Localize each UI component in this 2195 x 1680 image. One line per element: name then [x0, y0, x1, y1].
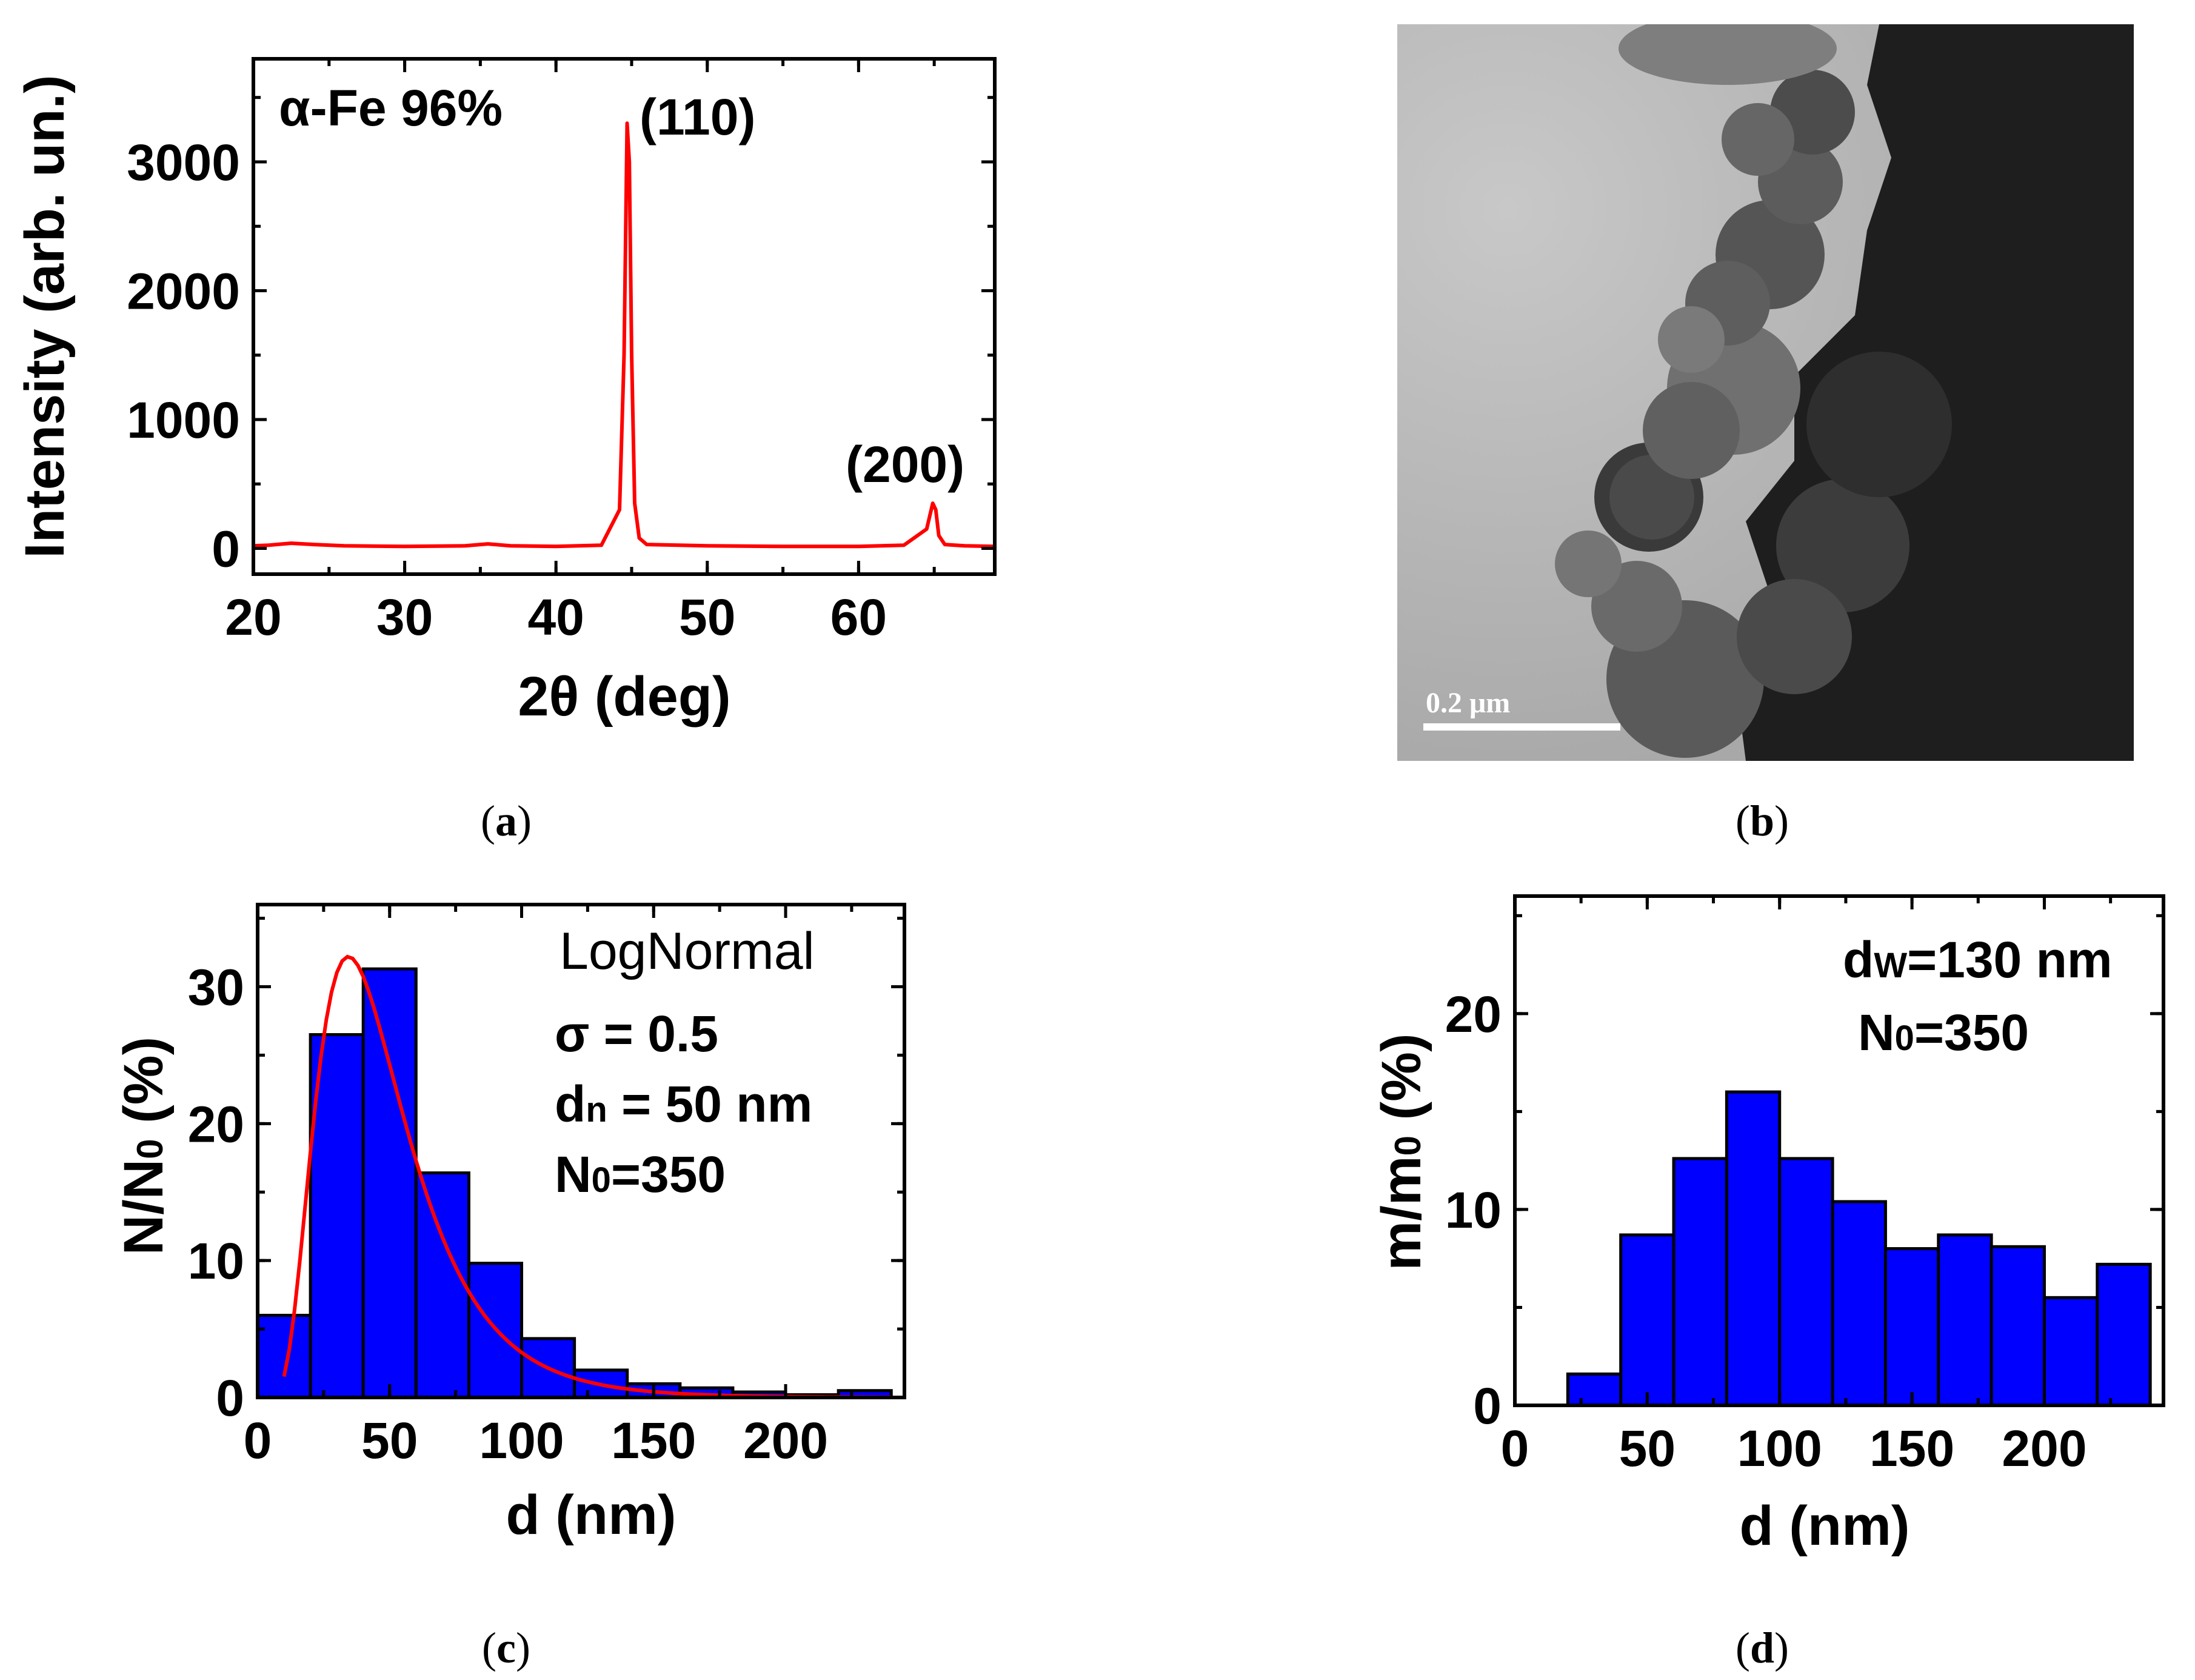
c-fit-name: LogNormal: [560, 922, 815, 980]
c-bar: [309, 1033, 365, 1399]
d-bar: [1672, 1157, 1728, 1407]
a-xtick-label: 40: [527, 589, 584, 646]
a-ytick-label: 1000: [127, 392, 240, 449]
d-xtick-label: 100: [1737, 1420, 1822, 1477]
tem-scale-label: 0.2 μm: [1426, 687, 1510, 719]
d-bar: [1725, 1090, 1782, 1407]
c-ytick-label: 30: [188, 959, 244, 1016]
d-bar: [1883, 1247, 1940, 1407]
caption-a: (a): [481, 797, 532, 845]
a-xtick-label: 50: [679, 589, 735, 646]
c-ytick-label: 20: [188, 1096, 244, 1153]
a-ytick-label: 2000: [127, 263, 240, 320]
c-xtick-label: 100: [479, 1412, 564, 1469]
c-plot-frame: [256, 903, 906, 1399]
panel-d-histogram: 0 50 100 150 200 0 10 20 dW=130 nm N0=350 d (nm…: [1371, 894, 2165, 1557]
c-ytick-label: 10: [188, 1233, 244, 1290]
d-ytick-label: 0: [1473, 1377, 1502, 1434]
tem-particles: [1555, 24, 2134, 761]
a-phase-label: α-Fe 96%: [279, 79, 503, 136]
tem-scale-bar: [1423, 723, 1620, 731]
a-xtick-label: 30: [376, 589, 433, 646]
a-xtick-label: 60: [830, 589, 887, 646]
caption-d: (d): [1736, 1624, 1789, 1672]
d-bar: [1566, 1372, 1623, 1407]
d-y-axis-label: m/m0 (%): [1371, 1033, 1432, 1270]
d-n0-label: N0=350: [1858, 1004, 2029, 1061]
a-ytick-label: 0: [212, 521, 240, 578]
d-bar: [1937, 1233, 1993, 1407]
a-x-axis-label: 2θ (deg): [518, 666, 730, 728]
c-sigma-label: σ = 0.5: [555, 1005, 718, 1062]
c-x-axis-label: d (nm): [506, 1484, 676, 1546]
c-xtick-label: 150: [611, 1412, 696, 1469]
d-dw-label: dW=130 nm: [1843, 931, 2113, 988]
d-bar: [1990, 1245, 2046, 1407]
caption-c: (c): [482, 1624, 530, 1672]
c-n0-label: N0=350: [555, 1146, 726, 1203]
a-xtick-label: 20: [225, 589, 281, 646]
a-plot-frame: [252, 57, 997, 576]
d-bar: [2096, 1262, 2152, 1407]
d-ytick-label: 10: [1445, 1182, 1502, 1239]
panel-c-histogram: 0 50 100 150 200 0 10 20 30 LogNormal σ = 0.5 dn…: [113, 903, 906, 1546]
d-plot-frame: [1513, 894, 2165, 1407]
c-bar: [414, 1171, 470, 1399]
d-xtick-label: 150: [1869, 1420, 1954, 1477]
caption-b: (b): [1736, 797, 1789, 845]
c-dn-label: dn = 50 nm: [555, 1076, 812, 1133]
a-y-axis-label: Intensity (arb. un.): [14, 75, 76, 558]
a-xrd-series-line: [253, 121, 995, 549]
a-peak-110-label: (110): [640, 89, 755, 146]
d-bar: [1778, 1157, 1834, 1407]
c-ytick-label: 0: [216, 1370, 244, 1427]
d-bar: [1831, 1200, 1887, 1407]
c-xtick-label: 200: [743, 1412, 828, 1469]
d-x-axis-label: d (nm): [1739, 1495, 1909, 1557]
c-bar: [256, 1314, 312, 1399]
d-ytick-label: 20: [1445, 986, 1502, 1043]
d-xtick-label: 0: [1501, 1420, 1529, 1477]
d-bar: [1619, 1233, 1675, 1407]
c-xtick-label: 0: [244, 1412, 272, 1469]
a-peak-200-label: (200): [846, 436, 964, 493]
c-bar: [361, 967, 418, 1399]
a-ytick-label: 3000: [127, 134, 240, 191]
d-xtick-label: 50: [1619, 1420, 1675, 1477]
panel-b-tem-image: 0.2 μm: [1397, 24, 2134, 761]
c-xtick-label: 50: [361, 1412, 418, 1469]
panel-a-xrd-chart: 20 30 40 50 60 0 1000 2000 3000 α-Fe 96% (110) (…: [14, 57, 997, 728]
d-xtick-label: 200: [2002, 1420, 2086, 1477]
c-y-axis-label: N/N0 (%): [113, 1037, 175, 1255]
d-bar: [2042, 1296, 2099, 1407]
